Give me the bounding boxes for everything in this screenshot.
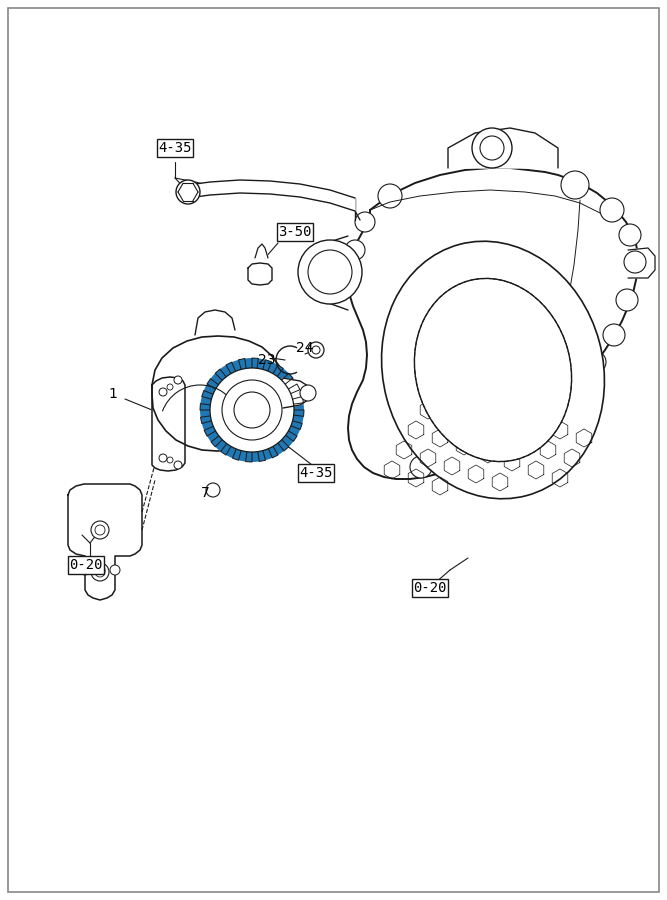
Circle shape (300, 385, 316, 401)
Bar (157, 139, 193, 157)
Polygon shape (628, 248, 655, 278)
Polygon shape (152, 377, 185, 471)
Circle shape (167, 457, 173, 463)
Circle shape (159, 388, 167, 396)
Circle shape (410, 456, 432, 478)
Circle shape (95, 525, 105, 535)
Bar (298, 464, 334, 482)
Text: 24: 24 (296, 341, 313, 355)
Circle shape (234, 392, 270, 428)
Circle shape (472, 128, 512, 168)
Polygon shape (68, 484, 142, 600)
Text: 23: 23 (258, 353, 275, 367)
Polygon shape (152, 336, 285, 451)
Circle shape (200, 358, 304, 462)
Text: 3-50: 3-50 (278, 225, 311, 239)
Polygon shape (348, 168, 638, 479)
Circle shape (174, 461, 182, 469)
Circle shape (95, 565, 105, 575)
Bar (68, 556, 104, 574)
Circle shape (298, 240, 362, 304)
Circle shape (584, 351, 606, 373)
Ellipse shape (382, 241, 604, 499)
Circle shape (355, 212, 375, 232)
Circle shape (95, 567, 105, 577)
Text: 4-35: 4-35 (299, 466, 333, 480)
Text: 0-20: 0-20 (414, 581, 447, 595)
Polygon shape (310, 236, 348, 310)
Circle shape (174, 376, 182, 384)
Text: 7: 7 (201, 486, 209, 500)
Polygon shape (195, 310, 235, 335)
Text: 4-35: 4-35 (158, 141, 191, 155)
Circle shape (603, 324, 625, 346)
Circle shape (308, 250, 352, 294)
Circle shape (531, 402, 553, 424)
Circle shape (466, 441, 488, 463)
Circle shape (624, 251, 646, 273)
Circle shape (345, 240, 365, 260)
Text: 1: 1 (109, 387, 117, 401)
Polygon shape (188, 180, 355, 211)
Circle shape (480, 136, 504, 160)
Circle shape (308, 342, 324, 358)
Circle shape (176, 180, 200, 204)
Circle shape (222, 380, 282, 440)
Circle shape (206, 483, 220, 497)
Circle shape (91, 563, 109, 581)
Polygon shape (248, 263, 272, 285)
Circle shape (312, 346, 320, 354)
Circle shape (159, 454, 167, 462)
Circle shape (437, 452, 459, 474)
Polygon shape (448, 128, 558, 168)
Circle shape (110, 565, 120, 575)
Circle shape (561, 171, 589, 199)
Circle shape (600, 198, 624, 222)
Circle shape (499, 423, 521, 445)
Circle shape (167, 384, 173, 390)
Bar (277, 223, 313, 241)
Polygon shape (255, 244, 268, 258)
Circle shape (559, 377, 581, 399)
Circle shape (619, 224, 641, 246)
Bar (412, 579, 448, 597)
Text: 0-20: 0-20 (69, 558, 103, 572)
Circle shape (616, 289, 638, 311)
Circle shape (210, 368, 294, 452)
Circle shape (91, 521, 109, 539)
Polygon shape (283, 378, 312, 408)
Circle shape (80, 565, 90, 575)
Circle shape (378, 184, 402, 208)
Ellipse shape (414, 278, 572, 462)
